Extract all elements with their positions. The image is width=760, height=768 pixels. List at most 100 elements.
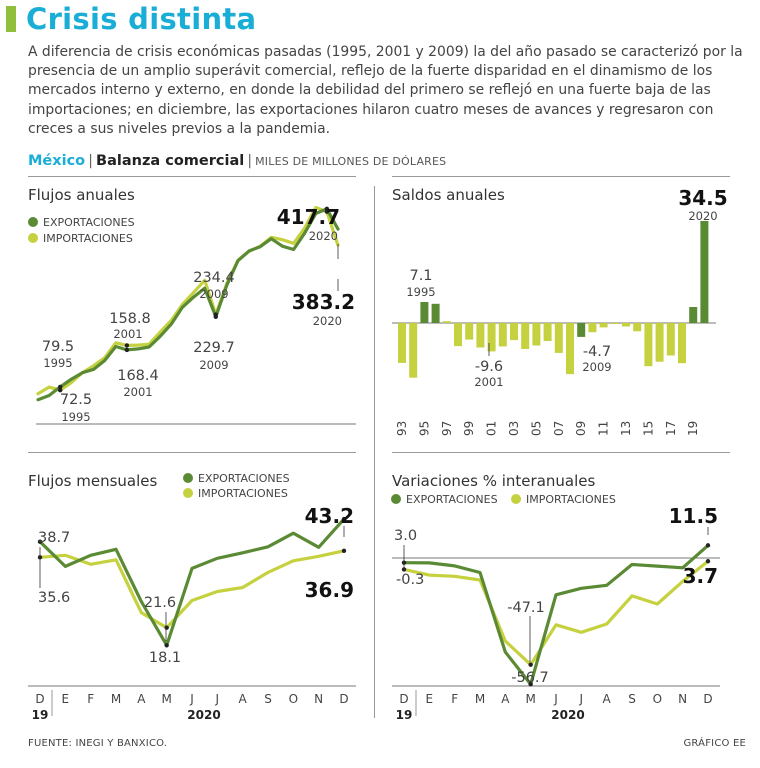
monthly-flows-point-marker — [341, 548, 347, 553]
monthly-flows-month-tick: M — [161, 692, 171, 706]
yoy-month-tick: E — [426, 692, 434, 706]
balance-bar-2010 — [588, 323, 597, 333]
annotation-exports-2009-year: 2009 — [199, 358, 228, 372]
balance-tick-label: 17 — [664, 421, 678, 436]
yoy-exports-line — [402, 543, 710, 686]
subtitle-units: MILES DE MILLONES DE DÓLARES — [255, 155, 447, 168]
yoy-point-marker — [705, 559, 711, 564]
yoy-point-marker — [705, 543, 711, 548]
yoy-month-tick: J — [579, 692, 584, 706]
annotation-imports-1995-year: 1995 — [61, 410, 90, 424]
annotation-monthly-imports-may20: 21.6 — [144, 595, 176, 611]
monthly-flows-month-tick: J — [215, 692, 220, 706]
yoy-month-tick: A — [501, 692, 510, 706]
balance-bar-2016 — [655, 323, 664, 362]
subtitle-separator-2: | — [247, 153, 253, 169]
annotation-balance-2009: -4.7 — [583, 344, 611, 360]
monthly-flows-point-marker — [164, 625, 169, 630]
balance-bar-1996 — [431, 303, 440, 323]
annual-flows-annotations: 417.7 2020 383.2 2020 234.4 2009 229.7 2… — [42, 205, 355, 424]
balance-tick-label: 95 — [417, 421, 431, 436]
balance-tick-label: 05 — [529, 421, 543, 436]
intro-paragraph: A diferencia de crisis económicas pasada… — [28, 44, 743, 137]
annotation-balance-2001-year: 2001 — [474, 375, 503, 389]
annotation-yoy-exports-dec19: 3.0 — [394, 528, 417, 544]
monthly-flows-month-tick: D — [35, 692, 44, 706]
annotation-yoy-imports-dec20: 3.7 — [683, 564, 718, 588]
monthly-flows-year-2020: 2020 — [187, 708, 220, 722]
annotation-monthly-exports-dec20: 43.2 — [305, 504, 354, 528]
monthly-flows-month-tick: A — [137, 692, 146, 706]
page-title: Crisis distinta — [26, 2, 257, 36]
annotation-imports-2009: 234.4 — [193, 270, 235, 286]
balance-tick-label: 09 — [574, 421, 588, 436]
annual-balance-title: Saldos anuales — [392, 186, 505, 204]
monthly-flows-month-tick: O — [289, 692, 298, 706]
annotation-yoy-exports-dec20: 11.5 — [669, 504, 718, 528]
divider-vertical — [374, 186, 375, 718]
annotation-imports-1995: 72.5 — [60, 392, 92, 408]
balance-bar-2012 — [610, 323, 619, 324]
yoy-month-tick: N — [678, 692, 687, 706]
balance-tick-label: 15 — [641, 421, 655, 436]
yoy-year-2020: 2020 — [551, 708, 584, 722]
divider-top-left — [28, 176, 356, 177]
balance-tick-label: 97 — [440, 421, 454, 436]
annual-flows-point-marker — [58, 384, 63, 390]
yoy-month-tick: M — [475, 692, 485, 706]
balance-bar-2013 — [622, 323, 630, 327]
yoy-month-tick: A — [603, 692, 612, 706]
annotation-balance-2020-year: 2020 — [688, 209, 717, 223]
balance-bar-2019 — [689, 307, 698, 323]
annotation-exports-2001-year: 2001 — [113, 327, 142, 341]
legend-exports-dot-monthly — [183, 473, 193, 483]
balance-tick-label: 11 — [597, 421, 611, 436]
chart-subtitle: México | Balanza comercial | MILES DE MILLON… — [28, 153, 446, 169]
balance-bar-2004 — [521, 323, 530, 349]
annotation-balance-2001: -9.6 — [475, 359, 503, 375]
annotation-imports-2001-year: 2001 — [123, 385, 152, 399]
footer-credit: GRÁFICO EE — [683, 738, 746, 749]
divider-mid-right — [392, 452, 730, 453]
annotation-monthly-imports-dec20: 36.9 — [305, 578, 354, 602]
annual-flows-title: Flujos anuales — [28, 186, 135, 204]
annotation-imports-2001: 168.4 — [117, 368, 159, 384]
annotation-balance-2009-year: 2009 — [582, 360, 611, 374]
annual-flows-point-marker — [324, 209, 330, 214]
yoy-month-tick: F — [451, 692, 458, 706]
monthly-flows-title: Flujos mensuales — [28, 472, 157, 490]
balance-bar-2000 — [476, 323, 485, 348]
yoy-imports-line — [402, 559, 710, 667]
annotation-yoy-imports-dec19: -0.3 — [396, 572, 424, 588]
annotation-imports-2020-year: 2020 — [313, 314, 342, 328]
legend-imports-label-monthly: IMPORTACIONES — [198, 487, 288, 500]
balance-bar-2002 — [498, 323, 507, 347]
yoy-point-marker — [528, 662, 533, 667]
annotation-imports-2009-year: 2009 — [199, 287, 228, 301]
balance-bar-2017 — [666, 323, 675, 356]
monthly-flows-exports-line — [38, 517, 346, 647]
legend-exports-label: EXPORTACIONES — [43, 216, 135, 229]
annotation-balance-1995-year: 1995 — [406, 285, 435, 299]
monthly-flows-point-marker — [341, 516, 347, 522]
balance-bar-2001 — [487, 323, 496, 352]
balance-tick-label: 99 — [462, 421, 476, 436]
annual-flows-point-marker — [124, 347, 130, 353]
monthly-flows-point-marker — [37, 539, 43, 544]
yoy-month-tick: J — [553, 692, 558, 706]
annual-flows-imports-line — [36, 205, 340, 396]
subtitle-country: México — [28, 153, 86, 169]
legend-imports-dot-yoy — [511, 494, 521, 504]
annotation-monthly-imports-dec19: 35.6 — [38, 590, 70, 606]
annual-flows-chart: Flujos anuales EXPORTACIONES IMPORTACION… — [28, 186, 356, 425]
annual-flows-exports-line — [36, 207, 340, 402]
divider-mid-left — [28, 452, 356, 453]
balance-tick-label: 19 — [686, 421, 700, 436]
annual-flows-point-marker — [58, 387, 63, 393]
balance-tick-label: 07 — [552, 421, 566, 436]
footer-source: FUENTE: INEGI Y BANXICO. — [28, 738, 168, 749]
annotation-exports-1995-year: 1995 — [43, 356, 72, 370]
legend-exports-dot-yoy — [391, 494, 401, 504]
legend-imports-label-yoy: IMPORTACIONES — [526, 493, 616, 506]
balance-bar-2018 — [678, 323, 686, 364]
